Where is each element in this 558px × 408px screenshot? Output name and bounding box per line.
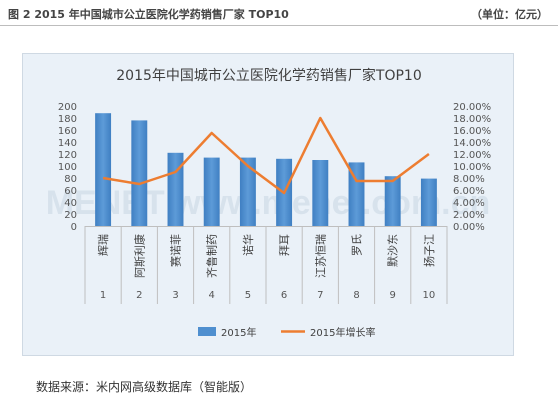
unit-label: （单位：亿元）	[471, 8, 548, 21]
category-label: 赛诺菲	[169, 234, 183, 267]
category-label: 辉瑞	[96, 234, 110, 256]
rank-label: 1	[100, 290, 106, 301]
rank-label: 5	[245, 290, 251, 301]
y-right-tick-label: 14.00%	[453, 138, 491, 149]
y-left-tick-label: 80	[64, 174, 77, 185]
rank-label: 6	[281, 290, 287, 301]
chart-title: 2015年中国城市公立医院化学药销售厂家TOP10	[116, 67, 421, 84]
category-label: 江苏恒瑞	[313, 234, 327, 278]
rank-label: 8	[353, 290, 359, 301]
rank-label: 3	[172, 290, 178, 301]
rank-label: 4	[209, 290, 215, 301]
bar	[95, 113, 112, 226]
category-label: 拜耳	[278, 234, 291, 256]
y-right-tick-label: 18.00%	[453, 114, 491, 125]
category-label: 阿斯利康	[132, 234, 146, 278]
y-left-tick-label: 40	[64, 198, 77, 209]
chart-panel: MENET www.menet.com.cn 2015年中国城市公立医院化学药销…	[22, 53, 514, 356]
y-left-tick-label: 180	[58, 114, 77, 125]
category-label: 齐鲁制药	[205, 234, 219, 278]
legend-bar-label: 2015年	[221, 326, 256, 339]
y-right-tick-label: 16.00%	[453, 126, 491, 137]
bar	[167, 152, 184, 226]
y-left-tick-label: 160	[58, 126, 77, 137]
rank-label: 9	[390, 290, 396, 301]
bar	[312, 160, 329, 226]
watermark: MENET www.menet.com.cn	[46, 184, 491, 222]
y-right-tick-label: 4.00%	[453, 198, 485, 209]
y-right-tick-label: 20.00%	[453, 102, 491, 113]
y-left-tick-label: 200	[58, 102, 77, 113]
category-label: 罗氏	[351, 234, 364, 256]
bar	[239, 157, 256, 226]
y-left-tick-label: 120	[58, 150, 77, 161]
y-right-tick-label: 12.00%	[453, 150, 491, 161]
rank-label: 10	[423, 290, 436, 301]
y-left-tick-label: 60	[64, 186, 77, 197]
y-left-tick-label: 20	[64, 210, 77, 221]
bar	[384, 176, 401, 226]
y-left-tick-label: 140	[58, 138, 77, 149]
legend-bar-swatch	[198, 327, 216, 336]
category-label: 默沙东	[387, 234, 400, 267]
data-source-note: 数据来源：米内网高级数据库（智能版）	[36, 380, 253, 394]
chart-svg: MENET www.menet.com.cn 2015年中国城市公立医院化学药销…	[46, 67, 491, 339]
y-right-tick-label: 10.00%	[453, 162, 491, 173]
y-right-tick-label: 8.00%	[453, 174, 485, 185]
category-label: 扬子江	[422, 234, 436, 267]
growth-rate-line	[102, 116, 430, 195]
y-left-tick-label: 100	[58, 162, 77, 173]
rank-label: 7	[317, 290, 323, 301]
figure-caption: 图 2 2015 年中国城市公立医院化学药销售厂家 TOP10	[8, 8, 289, 21]
y-right-tick-label: 0.00%	[453, 222, 485, 233]
rank-label: 2	[136, 290, 142, 301]
figure-header: 图 2 2015 年中国城市公立医院化学药销售厂家 TOP10 （单位：亿元）	[0, 0, 558, 26]
y-right-tick-label: 2.00%	[453, 210, 485, 221]
bar	[131, 120, 148, 226]
legend-line-label: 2015年增长率	[310, 326, 375, 339]
y-left-tick-label: 0	[71, 222, 77, 233]
y-right-tick-label: 6.00%	[453, 186, 485, 197]
bar	[203, 157, 220, 226]
bar	[348, 162, 365, 226]
bar	[420, 178, 437, 226]
category-label: 诺华	[241, 234, 255, 256]
